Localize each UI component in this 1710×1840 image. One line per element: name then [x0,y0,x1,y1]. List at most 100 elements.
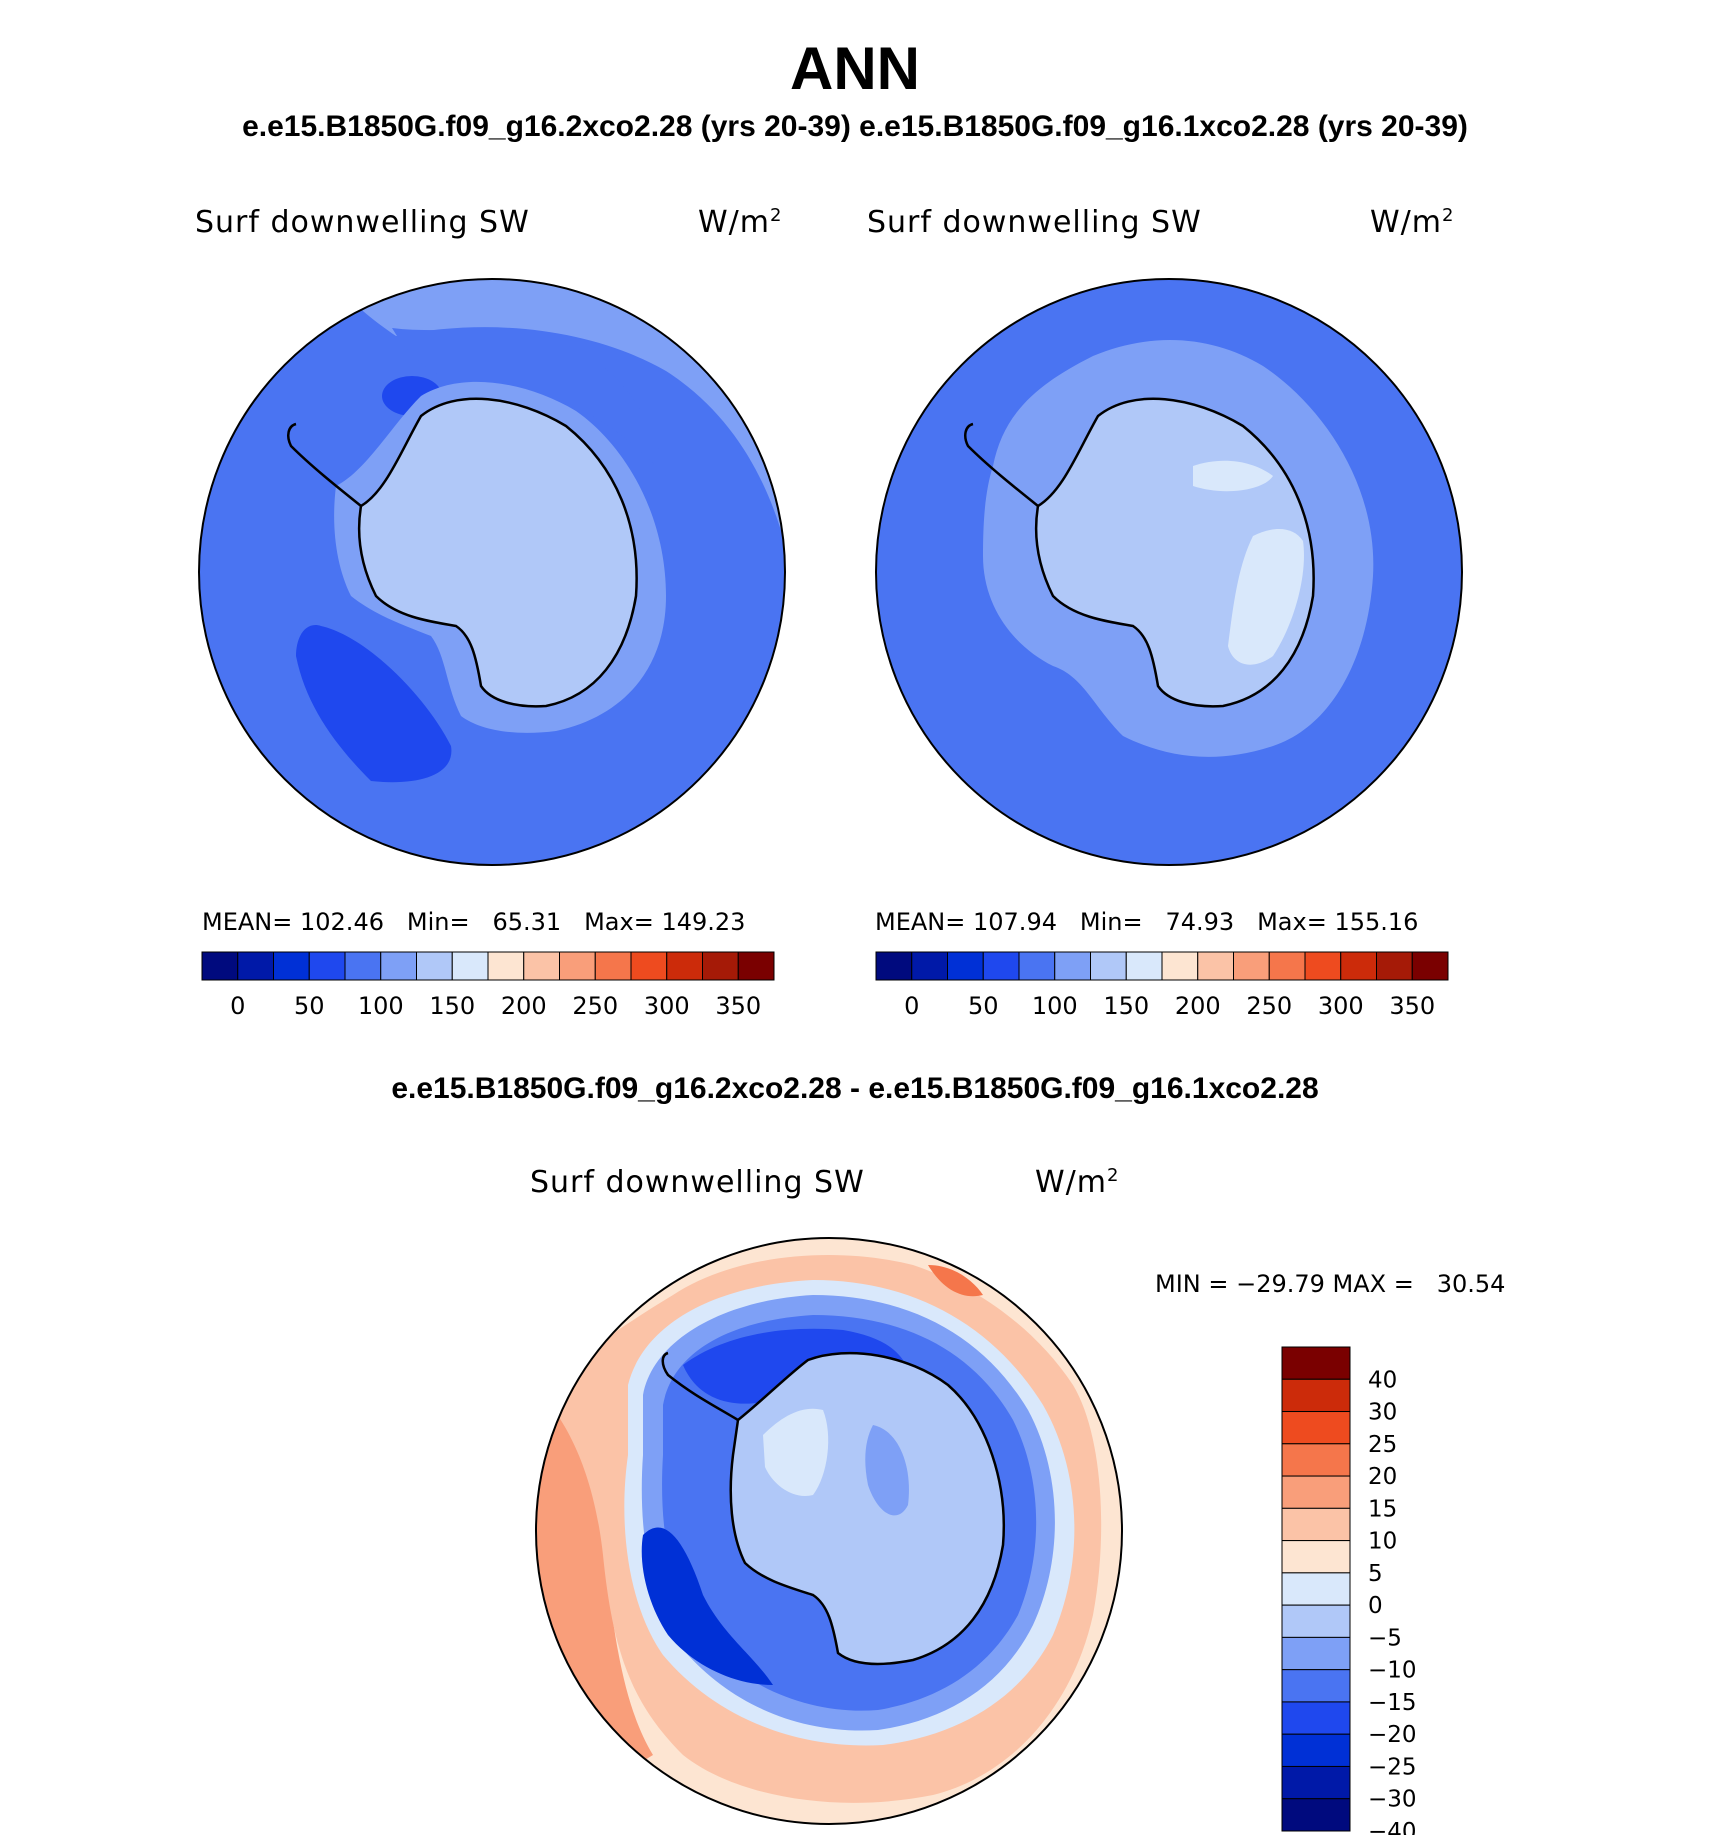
panel2-variable-label: Surf downwelling SW [867,205,1202,240]
panel1-colorbar: 0 50 100 150 200 250 300 350 [201,951,775,1020]
panel2-colorbar-swatch [947,951,984,981]
panel3-colorbar-swatch [1281,1701,1351,1735]
panel2-units-label: W/m2 [1370,205,1455,240]
panel2-stats: MEAN= 107.94 Min= 74.93 Max= 155.16 [875,908,1419,936]
panel1-map [198,278,786,866]
panel3-colorbar-tick-label: −25 [1368,1754,1417,1780]
panel1-colorbar-tick-label: 250 [572,992,618,1020]
panel2-colorbar-tick-label: 100 [1032,992,1078,1020]
panel1-colorbar-tick-label: 200 [501,992,547,1020]
panel2-colorbar-swatch [982,951,1020,981]
panel3-colorbar-tick-label: 30 [1368,1400,1397,1426]
panel3-red-patch-ne [928,1265,983,1297]
panel2-colorbar-swatch [1125,951,1163,981]
panel1-colorbar-swatch [273,951,310,981]
panel1-variable-label: Surf downwelling SW [195,205,530,240]
diff-subtitle: e.e15.B1850G.f09_g16.2xco2.28 - e.e15.B1… [391,1072,1319,1105]
panel3-colorbar-tick-label: 20 [1368,1464,1397,1490]
panel3-colorbar-tick-label: −40 [1368,1819,1417,1835]
panel3-colorbar: 40 30 25 20 15 10 5 0 −5 −10 −15 −20 −25 −30 −40 [1281,1346,1417,1835]
panel1-colorbar-tick-label: 100 [358,992,404,1020]
panel3-colorbar-swatch [1281,1636,1351,1671]
panel1-stats: MEAN= 102.46 Min= 65.31 Max= 149.23 [202,908,746,936]
panel3-colorbar-tick-label: 15 [1368,1496,1397,1522]
panel1-colorbar-tick-label: 150 [429,992,475,1020]
panel3-colorbar-swatch [1281,1733,1351,1767]
panel1-colorbar-swatch [380,951,417,981]
panel1-colorbar-swatch [237,951,274,981]
panel2-colorbar-tick-label: 150 [1103,992,1149,1020]
panel2-map-frame [875,278,1463,866]
panel1-colorbar-tick-label: 0 [230,992,245,1020]
panel1-dark-patch-south [296,625,452,783]
panel2-colorbar-tick-label: 250 [1246,992,1292,1020]
panel1-colorbar-swatch [201,951,239,981]
panel3-colorbar-swatch [1281,1411,1351,1445]
panel1-colorbar-swatch [737,951,775,981]
panel3-units-label: W/m2 [1035,1165,1120,1200]
panel3-inner-light-patch [865,1425,909,1516]
panel3-diff-map [535,1237,1123,1825]
panel3-colorbar-tick-label: 40 [1368,1367,1397,1393]
panel3-dark-patch-west [641,1527,773,1685]
panel3-colorbar-tick-label: −10 [1368,1658,1417,1684]
panel1-colorbar-tick-label: 50 [294,992,325,1020]
panel3-colorbar-swatch [1281,1765,1351,1800]
panel3-colorbar-tick-label: 25 [1368,1432,1397,1458]
panel1-colorbar-tick-label: 350 [715,992,761,1020]
panel1-north-light-band [326,279,785,556]
panel1-peninsula-coast [287,422,362,507]
panel2-colorbar-tick-label: 300 [1318,992,1364,1020]
panel3-colorbar-tick-label: −30 [1368,1787,1417,1813]
panel2-colorbar-tick-label: 200 [1175,992,1221,1020]
panel3-pale-patch [763,1408,829,1496]
panel1-colorbar-swatch [308,951,346,981]
panel3-colorbar-tick-label: −20 [1368,1722,1417,1748]
panel3-colorbar-tick-label: 0 [1368,1593,1383,1619]
top-subtitle: e.e15.B1850G.f09_g16.2xco2.28 (yrs 20-39… [242,110,1468,143]
panel2-colorbar-swatch [1340,951,1377,981]
panel2-colorbar: 0 50 100 150 200 250 300 350 [875,951,1449,1020]
panel2-colorbar-swatch [1197,951,1234,981]
panel2-colorbar-swatch [1090,951,1127,981]
figure-title: ANN [790,35,920,102]
panel2-pale-patch-1 [1193,460,1273,492]
panel2-colorbar-swatch [1376,951,1413,981]
panel2-colorbar-swatch [1268,951,1306,981]
panel3-colorbar-swatch [1281,1572,1351,1606]
panel3-colorbar-swatch [1281,1669,1351,1703]
panel1-colorbar-swatch [487,951,525,981]
panel3-peninsula-coast [661,1351,739,1422]
panel1-colorbar-swatch [416,951,453,981]
panel2-map [875,278,1463,866]
panel3-colorbar-tick-label: 10 [1368,1529,1397,1555]
panel1-colorbar-swatch [523,951,560,981]
panel2-colorbar-swatch [1054,951,1091,981]
panel1-colorbar-swatch [630,951,668,981]
panel3-colorbar-swatch [1281,1604,1351,1638]
panel3-variable-label: Surf downwelling SW [530,1165,865,1200]
panel3-colorbar-swatch [1281,1507,1351,1542]
panel3-minmax: MIN = −29.79 MAX = 30.54 [1155,1270,1506,1298]
panel2-colorbar-swatch [911,951,948,981]
panel2-colorbar-swatch [1161,951,1199,981]
panel1-units-label: W/m2 [698,205,783,240]
panel3-colorbar-swatch [1281,1346,1351,1380]
panel2-peninsula-coast [964,422,1039,507]
panel3-colorbar-swatch [1281,1443,1351,1477]
panel3-colorbar-swatch [1281,1540,1351,1574]
panel3-map-frame [535,1237,1123,1825]
panel3-colorbar-swatch [1281,1378,1351,1413]
panel2-colorbar-swatch [1411,951,1449,981]
panel2-pale-patch-2 [1228,529,1304,665]
panel3-colorbar-tick-label: −15 [1368,1690,1417,1716]
panel3-colorbar-tick-label: −5 [1368,1625,1402,1651]
panel1-colorbar-tick-label: 300 [644,992,690,1020]
panel3-colorbar-swatch [1281,1798,1351,1832]
panel2-coastline [1034,397,1315,708]
panel3-dark-patch-north [683,1328,903,1404]
panel1-colorbar-swatch [594,951,632,981]
panel2-colorbar-swatch [1304,951,1342,981]
panel1-colorbar-swatch [344,951,382,981]
panel3-colorbar-tick-label: 5 [1368,1561,1383,1587]
